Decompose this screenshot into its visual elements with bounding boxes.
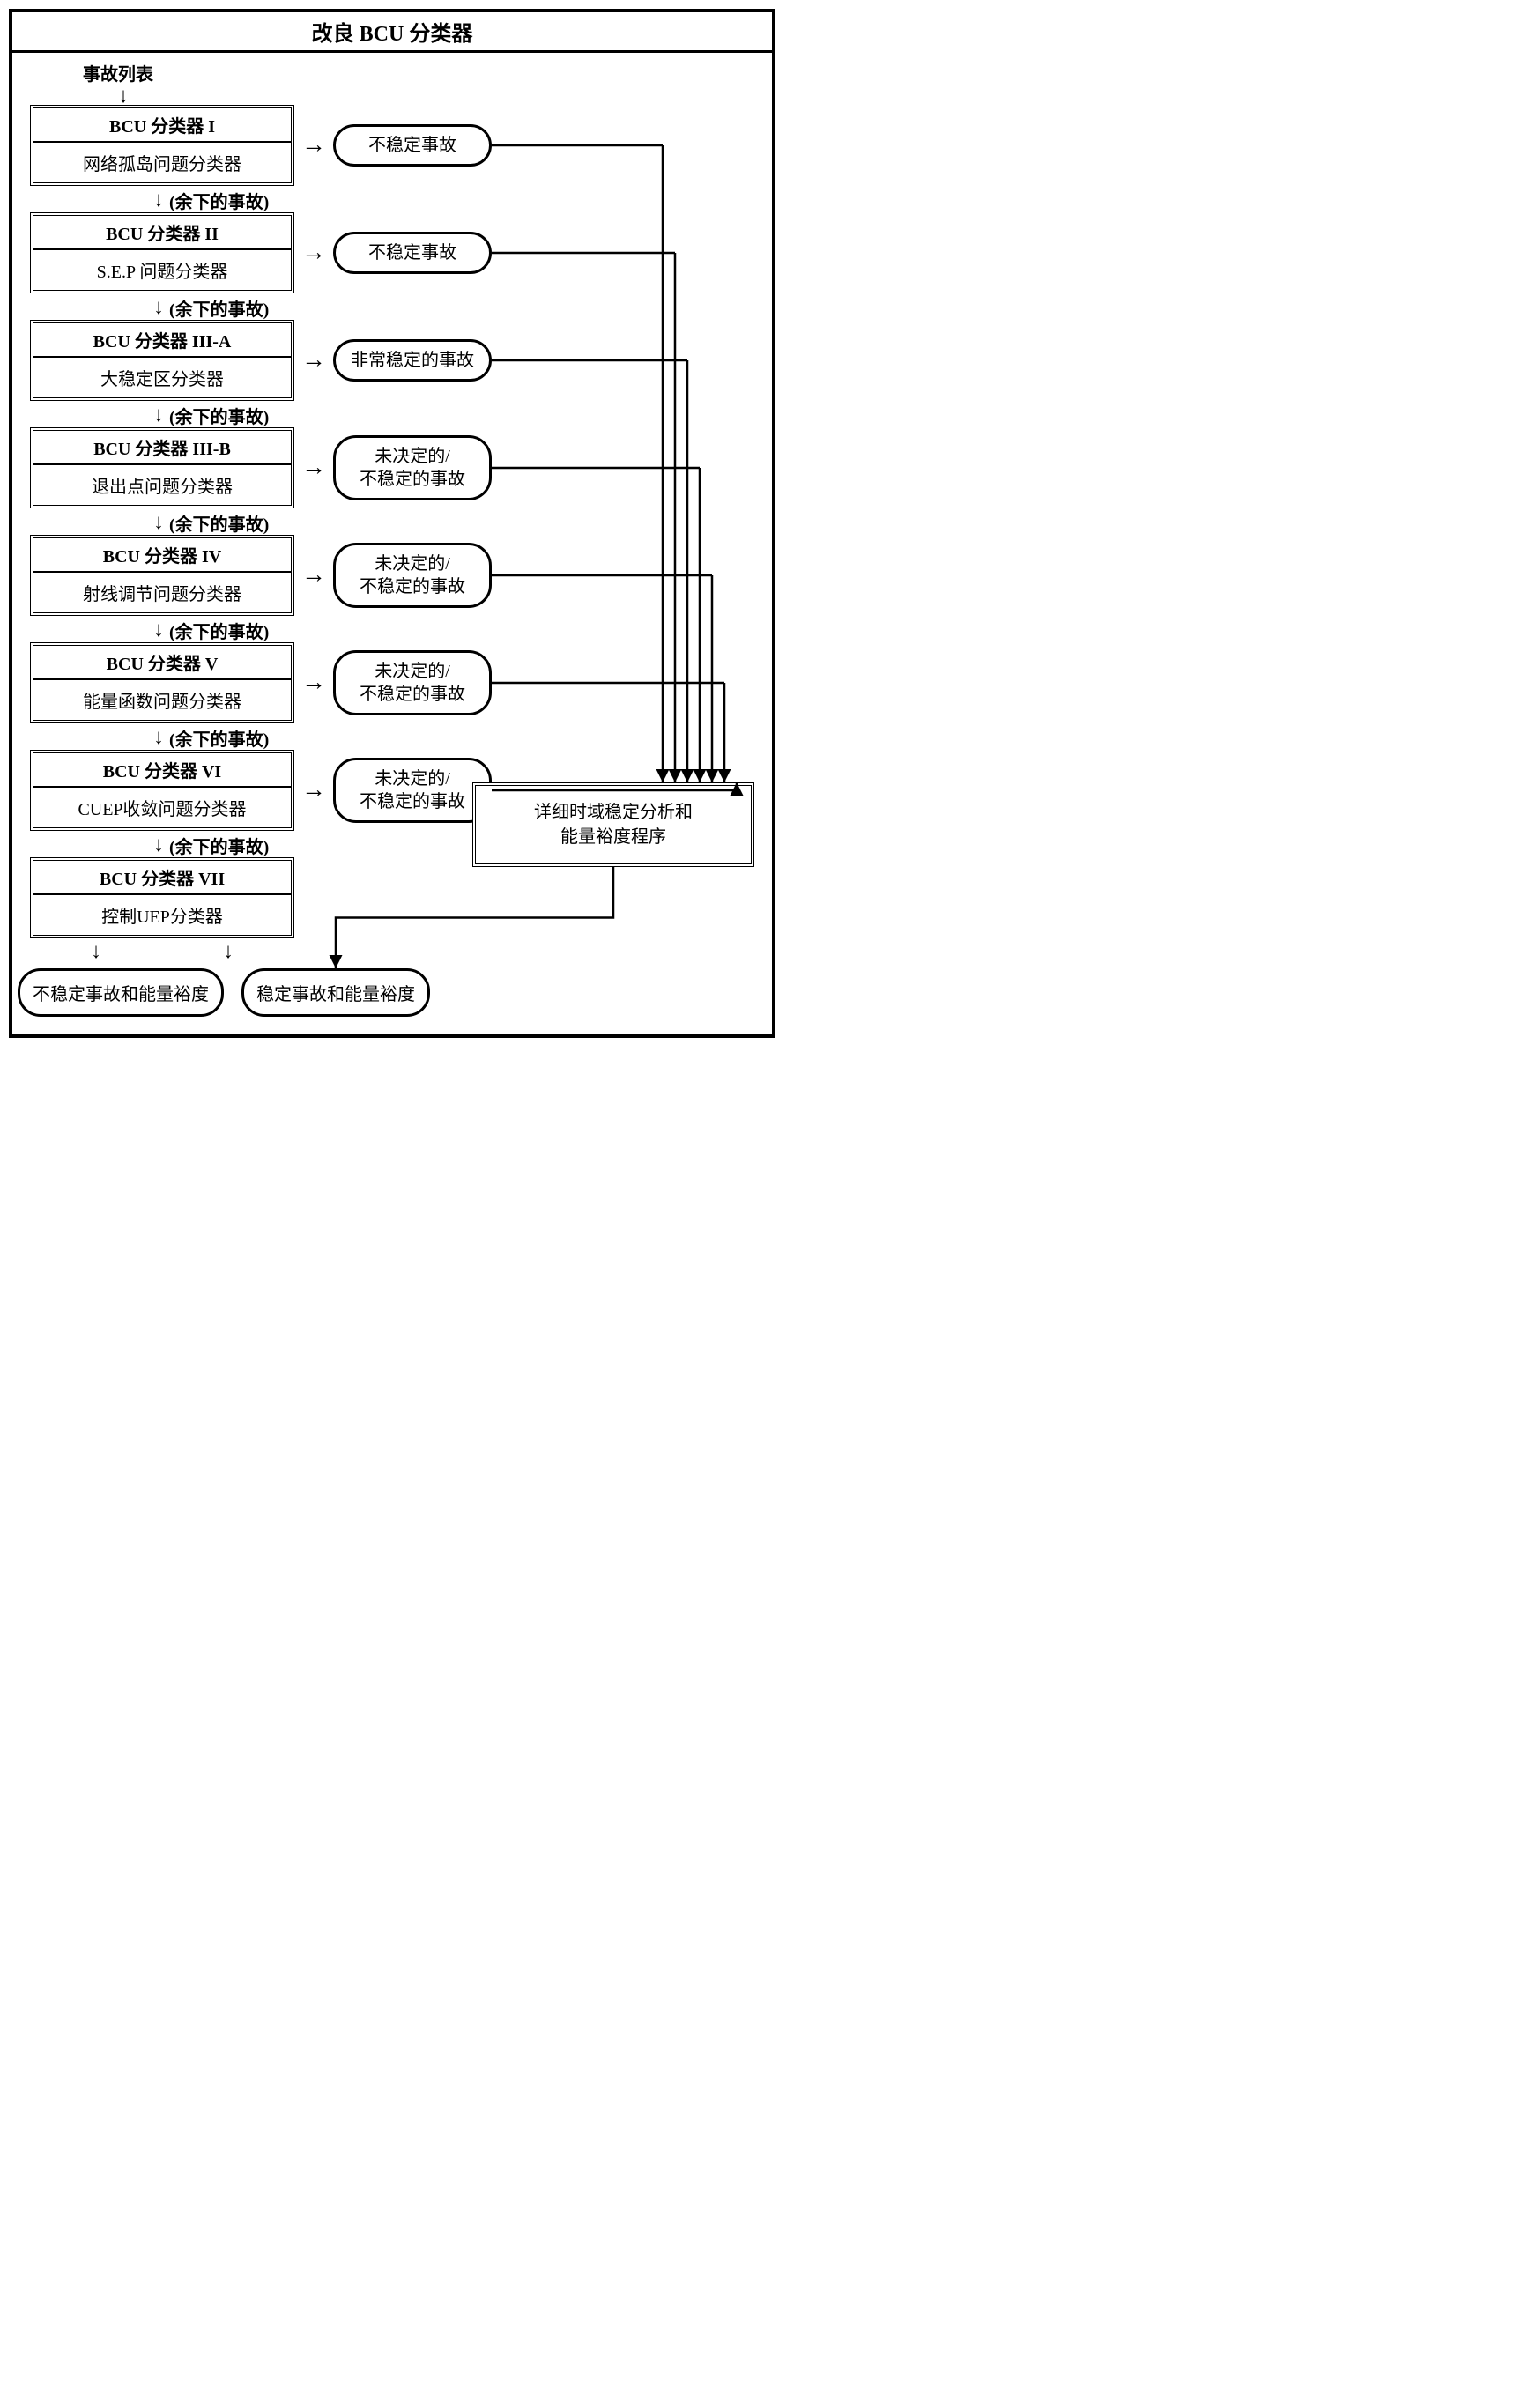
down-arrow-icon: ↓ bbox=[153, 619, 164, 641]
down-arrow-icon: ↓ bbox=[118, 85, 129, 107]
bottom-row: 不稳定事故和能量裕度 稳定事故和能量裕度 bbox=[18, 968, 754, 1017]
classifier-box: BCU 分类器 VII控制UEP分类器 bbox=[30, 857, 294, 938]
classifier-row: BCU 分类器 III-A大稳定区分类器 → 非常稳定的事故 bbox=[30, 320, 754, 401]
classifier-row: BCU 分类器 VII控制UEP分类器 bbox=[30, 857, 754, 938]
outer-frame: 改良 BCU 分类器 事故列表 ↓ BCU 分类器 I网络孤岛问题分类器 → 不稳定… bbox=[9, 9, 775, 1038]
classifier-row: BCU 分类器 I网络孤岛问题分类器 → 不稳定事故 bbox=[30, 105, 754, 186]
classifier-box: BCU 分类器 IIS.E.P 问题分类器 bbox=[30, 212, 294, 293]
arrow-right-icon: → bbox=[301, 778, 326, 803]
between-label: (余下的事故) bbox=[169, 833, 269, 858]
bottom-arrows: ↓ ↓ bbox=[30, 940, 294, 963]
between-label: (余下的事故) bbox=[169, 295, 269, 321]
result-pill: 不稳定事故 bbox=[333, 124, 492, 167]
between-connector: ↓(余下的事故) bbox=[153, 188, 754, 212]
between-connector: ↓(余下的事故) bbox=[153, 295, 754, 320]
down-arrow-icon: ↓ bbox=[153, 727, 164, 748]
classifier-box: BCU 分类器 VICUEP收敛问题分类器 bbox=[30, 750, 294, 831]
classifier-header: BCU 分类器 VI bbox=[33, 753, 291, 788]
between-label: (余下的事故) bbox=[169, 618, 269, 643]
content-area: 事故列表 ↓ BCU 分类器 I网络孤岛问题分类器→不稳定事故↓(余下的事故)B… bbox=[12, 53, 772, 1034]
classifier-body: 射线调节问题分类器 bbox=[33, 573, 291, 612]
classifier-box: BCU 分类器 III-B退出点问题分类器 bbox=[30, 427, 294, 508]
result-pill: 未决定的/ 不稳定的事故 bbox=[333, 435, 492, 500]
down-arrow-icon: ↓ bbox=[153, 189, 164, 211]
classifier-body: 能量函数问题分类器 bbox=[33, 680, 291, 720]
between-label: (余下的事故) bbox=[169, 510, 269, 536]
between-connector: ↓(余下的事故) bbox=[153, 725, 754, 750]
result-pill: 不稳定事故 bbox=[333, 232, 492, 274]
arrow-right-icon: → bbox=[301, 133, 326, 158]
classifier-body: 退出点问题分类器 bbox=[33, 465, 291, 505]
main-title: 改良 BCU 分类器 bbox=[12, 12, 772, 53]
down-arrow-icon: ↓ bbox=[153, 834, 164, 856]
between-label: (余下的事故) bbox=[169, 725, 269, 751]
classifier-row: BCU 分类器 V能量函数问题分类器 → 未决定的/ 不稳定的事故 bbox=[30, 642, 754, 723]
down-arrow-icon: ↓ bbox=[153, 297, 164, 318]
between-connector: ↓(余下的事故) bbox=[153, 403, 754, 427]
classifier-body: S.E.P 问题分类器 bbox=[33, 250, 291, 290]
down-arrow-icon: ↓ bbox=[91, 940, 101, 964]
classifier-body: 大稳定区分类器 bbox=[33, 358, 291, 397]
result-pill: 非常稳定的事故 bbox=[333, 339, 492, 382]
classifier-header: BCU 分类器 I bbox=[33, 108, 291, 143]
arrow-right-icon: → bbox=[301, 563, 326, 588]
down-arrow-icon: ↓ bbox=[223, 940, 234, 964]
between-connector: ↓(余下的事故) bbox=[153, 618, 754, 642]
bottom-result-unstable: 不稳定事故和能量裕度 bbox=[18, 968, 224, 1017]
input-arrow: ↓ bbox=[118, 87, 754, 105]
classifier-header: BCU 分类器 VII bbox=[33, 861, 291, 895]
down-arrow-icon: ↓ bbox=[153, 404, 164, 426]
classifier-box: BCU 分类器 V能量函数问题分类器 bbox=[30, 642, 294, 723]
classifier-row: BCU 分类器 III-B退出点问题分类器 → 未决定的/ 不稳定的事故 bbox=[30, 427, 754, 508]
between-connector: ↓(余下的事故) bbox=[153, 510, 754, 535]
input-label: 事故列表 bbox=[83, 60, 754, 85]
classifier-body: 网络孤岛问题分类器 bbox=[33, 143, 291, 182]
final-analysis-box: 详细时域稳定分析和 能量裕度程序 bbox=[472, 782, 754, 867]
classifier-header: BCU 分类器 III-B bbox=[33, 431, 291, 465]
classifier-box: BCU 分类器 IV射线调节问题分类器 bbox=[30, 535, 294, 616]
arrow-right-icon: → bbox=[301, 671, 326, 695]
arrow-right-icon: → bbox=[301, 241, 326, 265]
result-pill: 未决定的/ 不稳定的事故 bbox=[333, 543, 492, 608]
classifier-header: BCU 分类器 V bbox=[33, 646, 291, 680]
between-label: (余下的事故) bbox=[169, 188, 269, 213]
classifier-body: CUEP收敛问题分类器 bbox=[33, 788, 291, 827]
arrow-right-icon: → bbox=[301, 348, 326, 373]
classifier-box: BCU 分类器 I网络孤岛问题分类器 bbox=[30, 105, 294, 186]
classifier-header: BCU 分类器 III-A bbox=[33, 323, 291, 358]
result-pill: 未决定的/ 不稳定的事故 bbox=[333, 650, 492, 715]
between-label: (余下的事故) bbox=[169, 403, 269, 428]
classifier-body: 控制UEP分类器 bbox=[33, 895, 291, 935]
bottom-result-stable: 稳定事故和能量裕度 bbox=[241, 968, 430, 1017]
classifier-box: BCU 分类器 III-A大稳定区分类器 bbox=[30, 320, 294, 401]
classifier-row: BCU 分类器 IV射线调节问题分类器 → 未决定的/ 不稳定的事故 bbox=[30, 535, 754, 616]
final-analysis-text: 详细时域稳定分析和 能量裕度程序 bbox=[534, 803, 693, 847]
classifier-row: BCU 分类器 IIS.E.P 问题分类器 → 不稳定事故 bbox=[30, 212, 754, 293]
arrow-right-icon: → bbox=[301, 456, 326, 480]
classifier-header: BCU 分类器 II bbox=[33, 216, 291, 250]
result-pill: 未决定的/ 不稳定的事故 bbox=[333, 758, 492, 823]
classifier-header: BCU 分类器 IV bbox=[33, 538, 291, 573]
down-arrow-icon: ↓ bbox=[153, 512, 164, 533]
